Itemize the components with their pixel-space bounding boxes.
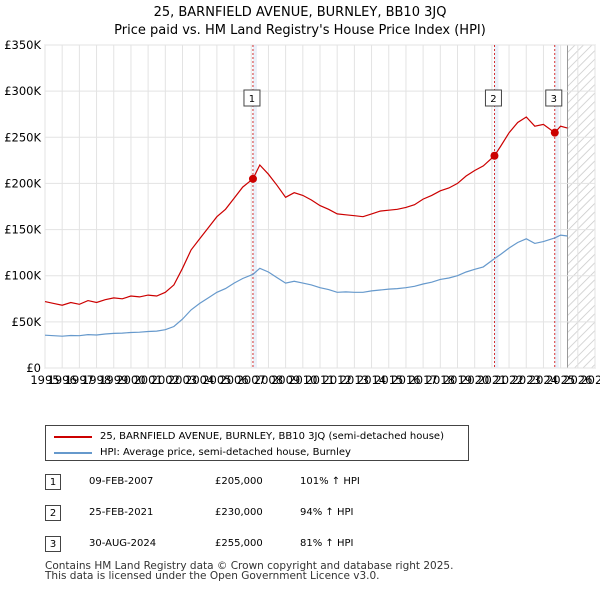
sale-price: £205,000 [215,476,263,487]
x-tick-label: 2024 [529,373,558,387]
x-tick-label: 2026 [563,373,592,387]
price-chart: 25, BARNFIELD AVENUE, BURNLEY, BB10 3JQ … [4,5,600,387]
x-tick-label: 2025 [546,373,575,387]
y-tick-label: £300K [4,84,41,98]
legend-swatch-property [54,436,92,438]
sale-highlight-band [252,45,257,368]
x-tick-label: 2004 [185,373,214,387]
x-tick-label: 2006 [219,373,248,387]
x-tick-label: 2012 [323,373,352,387]
legend-label-property: 25, BARNFIELD AVENUE, BURNLEY, BB10 3JQ … [100,431,444,442]
footer-attribution: Contains HM Land Registry data © Crown c… [45,560,454,582]
x-tick-label: 2022 [494,373,523,387]
sale-marker-box [484,89,502,107]
sale-marker-box [243,89,261,107]
y-tick-label: £250K [4,130,41,144]
x-tick-label: 1996 [48,373,77,387]
sale-hpi-change: 94% ↑ HPI [300,507,354,518]
chart-subtitle: Price paid vs. HM Land Registry's House … [114,23,486,38]
footer-line-1: Contains HM Land Registry data © Crown c… [45,560,454,572]
y-tick-label: £200K [4,176,41,190]
property-price-line [44,116,568,306]
x-tick-label: 2001 [133,373,162,387]
sale-marker-box [545,89,563,107]
footer-line-2: This data is licensed under the Open Gov… [45,570,380,582]
y-tick-label: £0 [26,361,41,375]
x-tick-label: 2023 [512,373,541,387]
x-tick-label: 2005 [202,373,231,387]
sale-marker-label: 1 [249,94,255,105]
chart-title: 25, BARNFIELD AVENUE, BURNLEY, BB10 3JQ [154,5,447,20]
sale-highlight-band [494,45,499,368]
x-tick-label: 2020 [460,373,489,387]
hpi-line [44,234,568,337]
sale-point [248,174,257,183]
x-tick-label: 1998 [82,373,111,387]
x-tick-label: 2014 [357,373,386,387]
x-tick-label: 2019 [443,373,472,387]
sale-point [550,128,559,137]
x-tick-label: 2007 [237,373,266,387]
x-tick-label: 2021 [477,373,506,387]
forecast-hatch-region [567,45,595,368]
x-tick-label: 2027 [580,373,600,387]
x-tick-label: 2003 [168,373,197,387]
sale-price: £255,000 [215,538,263,549]
legend-swatch-hpi [54,452,92,454]
x-tick-label: 2018 [426,373,455,387]
sale-number: 3 [45,536,61,552]
x-tick-label: 2010 [288,373,317,387]
x-tick-label: 2009 [271,373,300,387]
legend-label-hpi: HPI: Average price, semi-detached house,… [100,447,351,458]
y-tick-label: £350K [4,38,41,52]
y-tick-label: £150K [4,223,41,237]
sale-hpi-change: 101% ↑ HPI [300,476,360,487]
sale-point [490,151,499,160]
x-tick-label: 2000 [116,373,145,387]
sale-highlight-band [554,45,559,368]
x-tick-label: 1999 [99,373,128,387]
y-tick-label: £50K [12,315,42,329]
sale-date: 09-FEB-2007 [89,476,154,487]
sale-price: £230,000 [215,507,263,518]
x-tick-label: 1995 [30,373,59,387]
sale-hpi-change: 81% ↑ HPI [300,538,354,549]
x-tick-label: 2015 [374,373,403,387]
sale-number: 2 [45,505,61,521]
x-tick-label: 2013 [340,373,369,387]
y-tick-label: £100K [4,269,41,283]
legend: 25, BARNFIELD AVENUE, BURNLEY, BB10 3JQ … [45,425,469,461]
x-tick-label: 2002 [151,373,180,387]
sale-date: 25-FEB-2021 [89,507,154,518]
sale-marker-label: 2 [490,94,496,105]
x-tick-label: 2016 [391,373,420,387]
x-tick-label: 2008 [254,373,283,387]
x-tick-label: 2011 [305,373,334,387]
x-tick-label: 1997 [65,373,94,387]
sale-date: 30-AUG-2024 [89,538,157,549]
x-tick-label: 2017 [408,373,437,387]
sale-marker-label: 3 [551,94,557,105]
sale-number: 1 [45,474,61,490]
